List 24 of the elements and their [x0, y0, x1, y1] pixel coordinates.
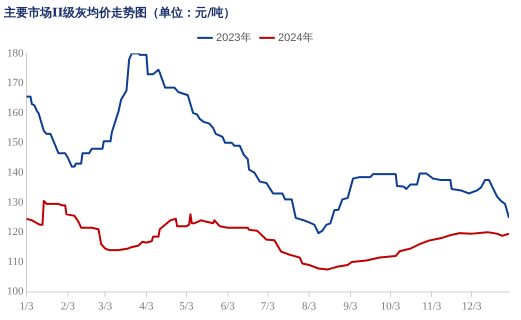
y-tick-label: 150 — [7, 136, 24, 149]
chart-title: 主要市场II级灰均价走势图（单位：元/吨） — [3, 5, 236, 20]
legend-label: 2024年 — [278, 32, 314, 44]
x-tick-label: 9/3 — [343, 300, 358, 312]
y-tick-label: 170 — [7, 77, 24, 90]
y-tick-label: 180 — [7, 47, 24, 60]
x-tick-label: 4/3 — [139, 300, 154, 312]
x-tick-label: 6/3 — [220, 300, 236, 312]
x-tick-label: 1/3 — [19, 300, 34, 312]
legend-label: 2023年 — [216, 32, 252, 44]
x-tick-label: 3/3 — [98, 300, 113, 312]
y-tick-label: 130 — [7, 196, 24, 208]
y-tick-label: 160 — [7, 106, 24, 119]
x-tick-label: 5/3 — [179, 300, 194, 312]
x-tick-label: 7/3 — [260, 300, 276, 312]
x-tick-label: 11/3 — [422, 300, 442, 312]
y-tick-label: 110 — [7, 256, 24, 268]
x-tick-label: 10/3 — [380, 300, 401, 312]
y-tick-label: 140 — [7, 166, 24, 178]
x-tick-label: 12/3 — [462, 300, 482, 312]
x-tick-label: 2/3 — [60, 300, 76, 312]
y-tick-label: 120 — [7, 226, 24, 238]
x-tick-label: 8/3 — [302, 300, 317, 312]
y-tick-label: 100 — [7, 286, 24, 298]
